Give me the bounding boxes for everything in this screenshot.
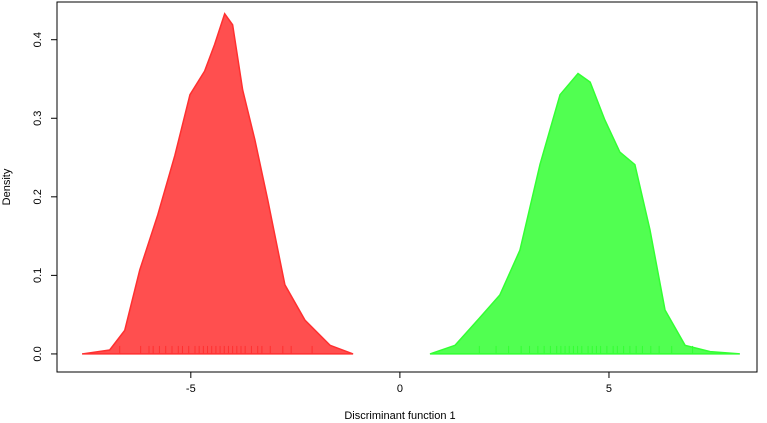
y-tick-label: 0.1: [32, 268, 44, 283]
y-tick-label: 0.0: [32, 346, 44, 361]
y-tick-label: 0.2: [32, 189, 44, 204]
plot-frame: [56, 1, 758, 373]
y-tick-label: 0.4: [32, 32, 44, 47]
x-tick-label: 5: [606, 383, 612, 395]
y-axis-label: Density: [1, 168, 13, 205]
density-area: [81, 12, 354, 355]
x-tick-label: -5: [186, 383, 196, 395]
x-axis-label: Discriminant function 1: [344, 410, 455, 422]
y-tick-label: 0.3: [32, 111, 44, 126]
density-area: [429, 72, 740, 355]
x-tick-label: 0: [397, 383, 403, 395]
